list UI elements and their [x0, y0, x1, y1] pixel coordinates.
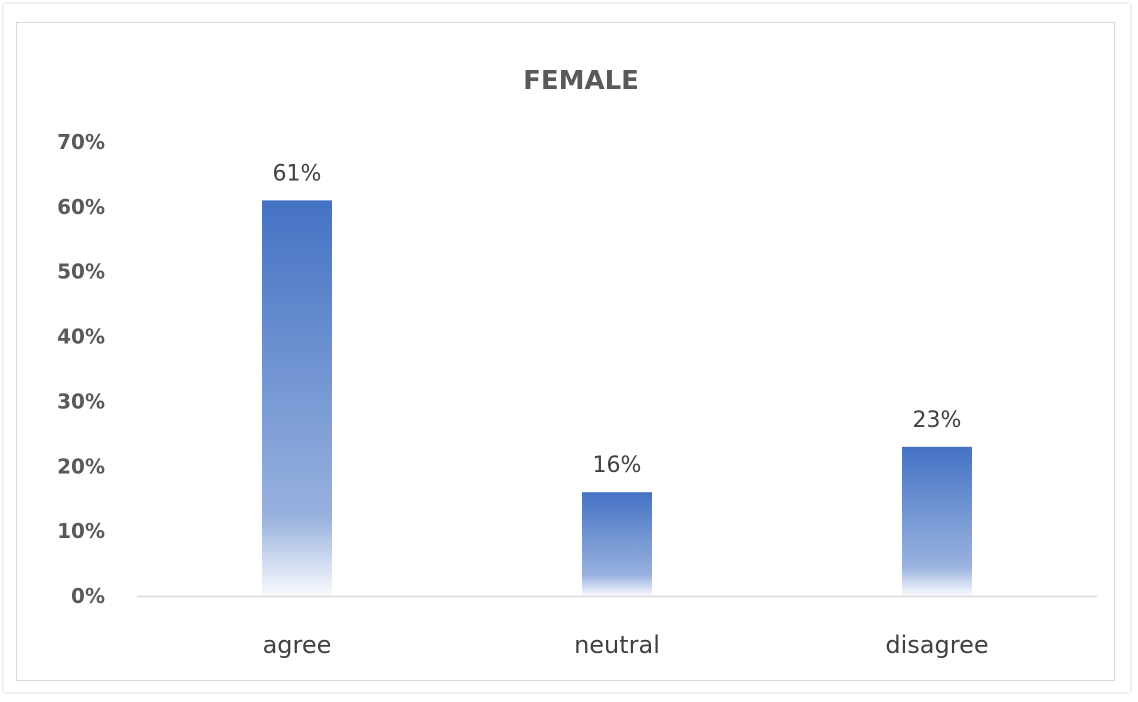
y-tick-label: 20%	[57, 454, 105, 478]
y-tick-label: 60%	[57, 195, 105, 219]
bars	[262, 200, 972, 596]
y-axis: 0% 10% 20% 30% 40% 50% 60% 70%	[57, 130, 105, 608]
bar-neutral	[582, 492, 652, 596]
data-label-neutral: 16%	[593, 453, 642, 478]
y-tick-label: 40%	[57, 325, 105, 349]
chart-area: FEMALE 0% 10% 20% 30% 40% 50% 60% 70% 61% 16% 23%…	[16, 22, 1115, 681]
bar-agree	[262, 200, 332, 596]
x-tick-label: disagree	[885, 631, 988, 659]
chart-title: FEMALE	[523, 66, 639, 96]
data-label-agree: 61%	[273, 161, 322, 186]
y-tick-label: 50%	[57, 260, 105, 284]
x-tick-label: agree	[263, 631, 332, 659]
y-tick-label: 0%	[71, 584, 105, 608]
x-axis: agree neutral disagree	[137, 595, 1097, 659]
y-tick-label: 70%	[57, 130, 105, 154]
data-label-disagree: 23%	[913, 408, 962, 433]
y-tick-label: 30%	[57, 389, 105, 413]
bar-chart: FEMALE 0% 10% 20% 30% 40% 50% 60% 70% 61% 16% 23%…	[57, 66, 1097, 659]
x-tick-label: neutral	[574, 631, 660, 659]
y-tick-label: 10%	[57, 519, 105, 543]
data-labels: 61% 16% 23%	[273, 161, 962, 478]
bar-disagree	[902, 446, 972, 596]
